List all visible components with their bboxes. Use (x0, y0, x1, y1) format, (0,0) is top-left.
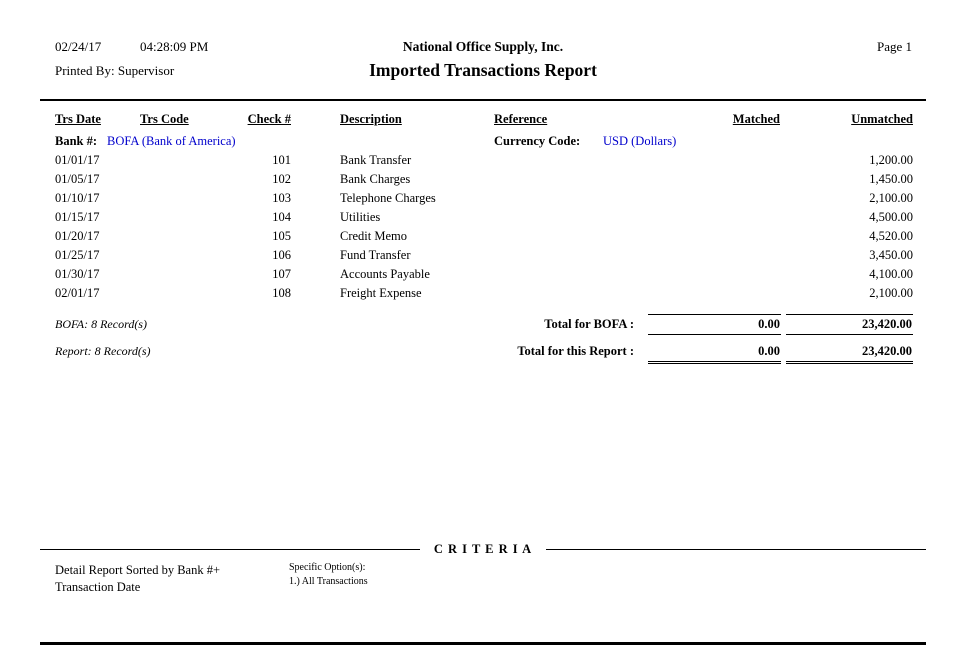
criteria-options-label: Specific Option(s): (289, 562, 366, 573)
trs-date-cell: 01/30/17 (55, 267, 100, 281)
bank-total-row: BOFA: 8 Record(s) Total for BOFA : 0.00 … (55, 314, 913, 335)
report-total-label: Total for this Report : (517, 344, 634, 358)
table-row: 01/01/17 101 Bank Transfer 1,200.00 (55, 151, 913, 170)
col-header-trs-code: Trs Code (140, 112, 189, 126)
table-row: 01/25/17 106 Fund Transfer 3,450.00 (55, 246, 913, 265)
criteria-divider: C R I T E R I A (40, 542, 926, 557)
bank-record-count: BOFA: 8 Record(s) (55, 317, 147, 331)
table-row: 01/10/17 103 Telephone Charges 2,100.00 (55, 189, 913, 208)
bank-total-left: BOFA: 8 Record(s) Total for BOFA : (55, 317, 648, 332)
currency-code-label: Currency Code: (494, 134, 581, 148)
unmatched-cell: 4,100.00 (869, 267, 913, 281)
unmatched-cell: 2,100.00 (869, 286, 913, 300)
col-header-trs-date: Trs Date (55, 112, 101, 126)
col-header-matched: Matched (732, 112, 780, 126)
table-row: 01/05/17 102 Bank Charges 1,450.00 (55, 170, 913, 189)
description-cell: Telephone Charges (340, 191, 436, 205)
check-no-cell: 106 (272, 248, 291, 262)
check-no-cell: 101 (272, 153, 291, 167)
trs-date-cell: 01/10/17 (55, 191, 100, 205)
bank-total-unmatched: 23,420.00 (786, 314, 913, 335)
trs-date-cell: 01/15/17 (55, 210, 100, 224)
table-row: 01/20/17 105 Credit Memo 4,520.00 (55, 227, 913, 246)
col-header-unmatched: Unmatched (851, 112, 913, 126)
criteria-heading: C R I T E R I A (433, 542, 533, 556)
check-no-cell: 108 (272, 286, 291, 300)
printed-by: Printed By: Supervisor (55, 63, 175, 78)
report-title: Imported Transactions Report (369, 60, 597, 80)
check-no-cell: 107 (272, 267, 291, 281)
bank-header-row: Bank #: BOFA (Bank of America) Currency … (55, 132, 913, 151)
trs-date-cell: 01/25/17 (55, 248, 100, 262)
criteria-options: Specific Option(s): 1.) All Transactions (289, 561, 368, 589)
header-divider (40, 99, 926, 101)
unmatched-cell: 4,520.00 (869, 229, 913, 243)
criteria-line-right (546, 549, 926, 550)
report-total-left: Report: 8 Record(s) Total for this Repor… (55, 344, 648, 359)
description-cell: Freight Expense (340, 286, 422, 300)
criteria-sort-line1: Detail Report Sorted by Bank #+ (55, 563, 221, 577)
table-row: 02/01/17 108 Freight Expense 2,100.00 (55, 284, 913, 303)
table-header-row: Trs Date Trs Code Check # Description Re… (55, 109, 913, 132)
check-no-cell: 102 (272, 172, 291, 186)
criteria-sort-line2: Transaction Date (55, 580, 141, 594)
trs-date-cell: 01/05/17 (55, 172, 100, 186)
trs-date-cell: 02/01/17 (55, 286, 100, 300)
bank-number-value: BOFA (Bank of America) (107, 134, 236, 148)
description-cell: Bank Transfer (340, 153, 412, 167)
criteria-sort-text: Detail Report Sorted by Bank #+ Transact… (55, 562, 220, 596)
check-no-cell: 104 (272, 210, 291, 224)
report-total-unmatched: 23,420.00 (786, 342, 913, 364)
bank-number-label: Bank #: (55, 134, 98, 148)
trs-date-cell: 01/01/17 (55, 153, 100, 167)
unmatched-cell: 2,100.00 (869, 191, 913, 205)
report-total-row: Report: 8 Record(s) Total for this Repor… (55, 342, 913, 364)
report-total-matched: 0.00 (648, 342, 781, 364)
currency-code-value: USD (Dollars) (603, 134, 677, 148)
description-cell: Bank Charges (340, 172, 411, 186)
description-cell: Fund Transfer (340, 248, 411, 262)
check-no-cell: 103 (272, 191, 291, 205)
description-cell: Credit Memo (340, 229, 408, 243)
unmatched-cell: 1,450.00 (869, 172, 913, 186)
bank-total-matched: 0.00 (648, 314, 781, 335)
table-row: 01/30/17 107 Accounts Payable 4,100.00 (55, 265, 913, 284)
criteria-line-left (40, 549, 420, 550)
transaction-rows: 01/01/17 101 Bank Transfer 1,200.00 01/0… (55, 151, 913, 303)
table-row: 01/15/17 104 Utilities 4,500.00 (55, 208, 913, 227)
report-record-count: Report: 8 Record(s) (55, 344, 151, 358)
criteria-options-value: 1.) All Transactions (289, 576, 368, 587)
page-footer-rule (40, 642, 926, 645)
report-table: Trs Date Trs Code Check # Description Re… (55, 109, 913, 364)
description-cell: Accounts Payable (340, 267, 430, 281)
print-date: 02/24/17 (55, 39, 102, 54)
unmatched-cell: 4,500.00 (869, 210, 913, 224)
col-header-reference: Reference (494, 112, 548, 126)
col-header-description: Description (340, 112, 402, 126)
description-cell: Utilities (340, 210, 381, 224)
page-number: Page 1 (876, 39, 912, 54)
unmatched-cell: 1,200.00 (869, 153, 913, 167)
trs-date-cell: 01/20/17 (55, 229, 100, 243)
check-no-cell: 105 (272, 229, 291, 243)
col-header-check-no: Check # (247, 112, 291, 126)
print-time: 04:28:09 PM (140, 39, 209, 54)
company-name: National Office Supply, Inc. (402, 39, 564, 54)
unmatched-cell: 3,450.00 (869, 248, 913, 262)
bank-total-label: Total for BOFA : (544, 317, 634, 331)
